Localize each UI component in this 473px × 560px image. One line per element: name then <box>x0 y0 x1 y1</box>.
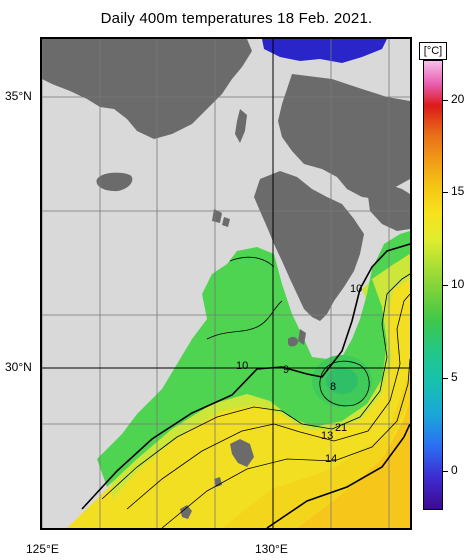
map-panel[interactable]: 10 10 9 8 13 2 1 14 <box>40 37 412 530</box>
lon-label-130: 130°E <box>255 542 288 556</box>
colorbar-label-20: 20 <box>451 92 465 106</box>
map-canvas: 10 10 9 8 13 2 1 14 <box>42 39 410 528</box>
lon-label-125: 125°E <box>26 542 59 556</box>
okinawa-island <box>180 505 192 519</box>
colorbar-tick <box>443 471 448 472</box>
contour-label: 1 <box>341 422 347 434</box>
honshu-landmass <box>278 74 410 199</box>
colorbar-label-0: 0 <box>451 463 458 477</box>
kyushu-landmass <box>254 171 364 321</box>
contour-label: 10 <box>350 283 362 295</box>
contour-label: 10 <box>236 360 248 372</box>
contour-label: 13 <box>321 430 333 442</box>
warm-water-region <box>67 254 410 528</box>
contour-label: 2 <box>335 422 341 434</box>
colorbar-label-10: 10 <box>451 277 465 291</box>
colorbar-label-5: 5 <box>451 370 458 384</box>
contour-label: 14 <box>325 453 337 465</box>
contour-label: 9 <box>283 364 289 376</box>
light-green-band <box>112 257 410 499</box>
colorbar-tick <box>443 378 448 379</box>
tanegashima-island <box>298 329 306 345</box>
colorbar-tick <box>443 100 448 101</box>
korea-landmass <box>42 39 252 139</box>
map-title: Daily 400m temperatures 18 Feb. 2021. <box>100 10 373 27</box>
contour-label: 8 <box>330 381 336 393</box>
colorbar-tick <box>443 285 448 286</box>
colorbar-unit: [°C] <box>419 42 447 60</box>
tokunoshima-island <box>214 477 222 487</box>
lat-label-35: 35°N <box>5 89 32 103</box>
colorbar <box>423 60 443 510</box>
shikoku-landmass <box>367 184 410 231</box>
cold-water-patch <box>262 39 387 63</box>
tsushima-island <box>235 109 247 143</box>
goto-islands <box>212 209 230 227</box>
hot-water-region <box>297 399 410 528</box>
transition-band <box>222 369 410 528</box>
cold-eddy-core <box>326 368 358 394</box>
jeju-island <box>96 172 133 192</box>
colorbar-tick <box>443 192 448 193</box>
contours <box>81 243 410 528</box>
yakushima-island <box>288 336 298 347</box>
amami-island <box>230 439 254 467</box>
lat-label-30: 30°N <box>5 360 32 374</box>
colorbar-label-15: 15 <box>451 184 465 198</box>
